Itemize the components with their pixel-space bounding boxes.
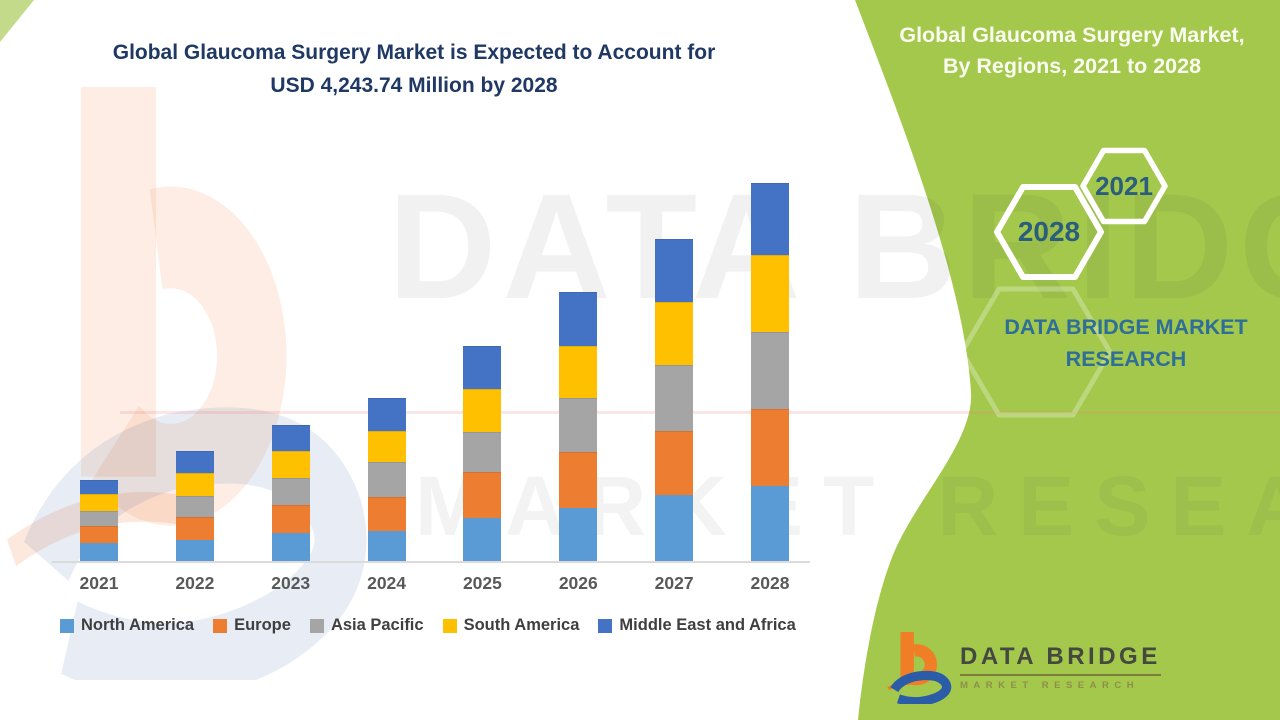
brand-text: DATA BRIDGE MARKET RESEARCH [990, 311, 1262, 375]
bar-column-2023 [271, 425, 310, 561]
dbmr-logo-icon [887, 632, 952, 704]
x-axis-label-2024: 2024 [367, 573, 407, 593]
brand-text-line1: DATA BRIDGE MARKET [1004, 315, 1248, 339]
legend-swatch [213, 618, 228, 633]
x-axis-label-2025: 2025 [462, 573, 502, 593]
bar-segment-europe [750, 409, 789, 486]
x-axis-label-2022: 2022 [175, 573, 215, 593]
brand-text-line2: RESEARCH [1065, 347, 1187, 371]
bar-column-2028 [750, 182, 789, 561]
bar-segment-north-america [80, 543, 118, 561]
bar-segment-asia-pacific [750, 332, 789, 409]
bar-segment-south-america [367, 431, 406, 462]
hexagon-badge-2028 [994, 184, 1104, 280]
bar-segment-asia-pacific [367, 462, 406, 497]
legend-swatch [60, 618, 74, 633]
bar-segment-north-america [559, 508, 598, 561]
legend-label: Asia Pacific [330, 616, 424, 634]
bar-segment-south-america [80, 494, 118, 511]
bar-segment-north-america [655, 495, 694, 561]
bar-segment-north-america [463, 518, 502, 561]
chart-title: Global Glaucoma Surgery Market is Expect… [58, 36, 770, 102]
bar-segment-middle-east-and-africa [559, 292, 598, 346]
hexagon-badge-2021 [1080, 147, 1168, 225]
bar-segment-north-america [750, 486, 789, 561]
legend-item-north-america: North America [60, 616, 194, 635]
bar-column-2025 [463, 346, 502, 561]
bar-segment-asia-pacific [559, 398, 598, 452]
chart-title-line1: Global Glaucoma Surgery Market is Expect… [112, 41, 716, 64]
bar-segment-south-america [655, 302, 694, 365]
legend-swatch [309, 618, 324, 633]
bar-segment-south-america [750, 255, 789, 332]
legend-swatch [598, 618, 613, 633]
bar-segment-asia-pacific [175, 496, 214, 517]
bar-segment-middle-east-and-africa [175, 451, 214, 473]
bar-segment-north-america [175, 540, 214, 561]
x-axis-label-2028: 2028 [750, 573, 790, 593]
green-corner-triangle [0, 0, 34, 42]
dbmr-logo-name: DATA BRIDGE [960, 643, 1161, 676]
bar-segment-europe [559, 452, 598, 508]
bar-column-2026 [559, 292, 598, 561]
bar-segment-europe [367, 497, 406, 531]
legend-label: North America [81, 616, 195, 634]
side-panel-title-line1: Global Glaucoma Surgery Market, [899, 23, 1245, 47]
bar-segment-south-america [463, 389, 502, 432]
legend-label: South America [463, 616, 580, 634]
bar-segment-asia-pacific [271, 478, 310, 505]
legend-item-asia-pacific: Asia Pacific [309, 616, 424, 635]
x-axis-label-2021: 2021 [79, 573, 119, 593]
bar-segment-middle-east-and-africa [271, 425, 310, 451]
legend-item-europe: Europe [213, 616, 291, 635]
bar-segment-asia-pacific [463, 432, 502, 472]
bar-column-2021 [80, 480, 118, 561]
bar-column-2024 [367, 398, 406, 561]
x-axis-label-2027: 2027 [654, 573, 694, 593]
bar-segment-middle-east-and-africa [655, 239, 694, 302]
bar-segment-middle-east-and-africa [463, 346, 502, 389]
hexagon-faint-outline [959, 286, 1113, 418]
legend-label: Middle East and Africa [619, 616, 796, 634]
bar-segment-europe [463, 472, 502, 518]
legend-swatch [442, 618, 457, 633]
bar-segment-middle-east-and-africa [750, 182, 789, 255]
legend: North America Europe Asia Pacific South Ame… [60, 616, 796, 635]
hex-year-2028: 2028 [1017, 216, 1081, 247]
bar-segment-south-america [559, 346, 598, 398]
x-axis-label-2023: 2023 [271, 573, 311, 593]
side-panel-title: Global Glaucoma Surgery Market, By Regio… [872, 20, 1272, 82]
legend-item-south-america: South America [442, 616, 580, 635]
plot-area: 2021 2022 2023 2024 2025 2026 2027 2028 [52, 182, 810, 593]
bar-column-2022 [175, 451, 214, 561]
bar-segment-middle-east-and-africa [80, 480, 118, 494]
dbmr-logo-subtitle: MARKET RESEARCH [960, 680, 1140, 691]
legend-label: Europe [234, 616, 291, 634]
bar-segment-south-america [175, 473, 214, 496]
green-panel-path [855, 0, 1280, 720]
bar-segment-north-america [271, 533, 310, 561]
side-panel-title-line2: By Regions, 2021 to 2028 [942, 54, 1202, 78]
dbmr-logo-text: DATA BRIDGE MARKET RESEARCH [960, 643, 1161, 691]
bar-segment-middle-east-and-africa [367, 398, 406, 431]
bar-segment-south-america [271, 451, 310, 478]
bar-segment-asia-pacific [655, 365, 694, 431]
bar-segment-europe [175, 517, 214, 540]
x-axis-line [52, 561, 810, 563]
bar-segment-europe [80, 526, 118, 543]
bar-segment-asia-pacific [80, 511, 118, 526]
bar-segment-north-america [367, 531, 406, 561]
bar-column-2027 [655, 239, 694, 561]
bar-segment-europe [271, 505, 310, 533]
legend-item-middle-east-and-africa: Middle East and Africa [598, 616, 796, 635]
dbmr-logo: DATA BRIDGE MARKET RESEARCH [886, 630, 1161, 704]
chart-title-line2: USD 4,243.74 Million by 2028 [270, 74, 558, 97]
bar-segment-europe [655, 431, 694, 495]
x-axis-label-2026: 2026 [558, 573, 598, 593]
hex-year-2021: 2021 [1095, 171, 1153, 201]
